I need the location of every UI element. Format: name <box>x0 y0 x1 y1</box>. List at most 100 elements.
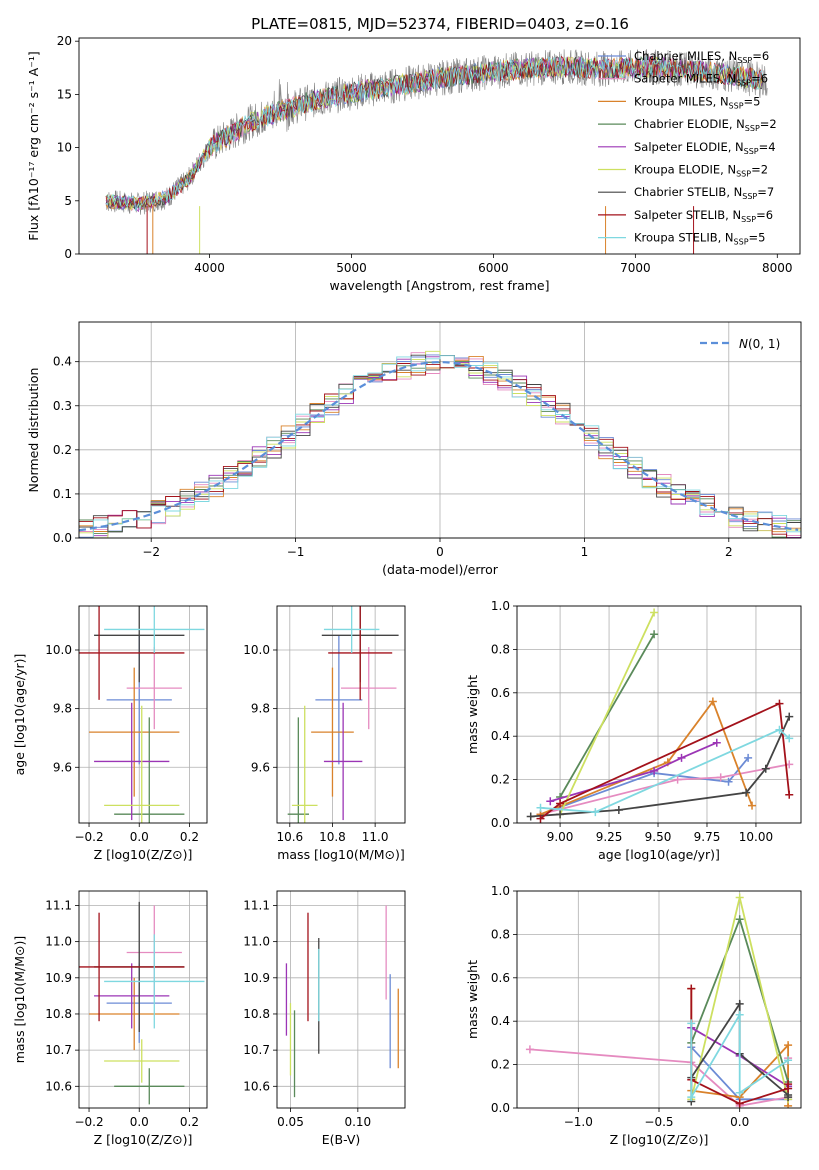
data-point <box>536 814 545 823</box>
legend-entry: Salpeter MILES, NSSP=6 <box>634 72 768 88</box>
y-tick-label: 10.0 <box>243 643 270 657</box>
x-tick-label: 9.50 <box>645 830 672 844</box>
legend-entry: Chabrier ELODIE, NSSP=2 <box>634 117 777 133</box>
axes-frame <box>78 321 802 539</box>
spectrum-legend: Chabrier MILES, NSSP=6 Salpeter MILES, NS… <box>598 49 777 247</box>
data-point <box>761 764 770 773</box>
data-point <box>735 1088 744 1097</box>
mass-weight-vs-age-axes: 9.00 9.25 9.50 9.75 10.00 0.0 0.2 0.4 0.6 0.8 1.0 a… <box>465 599 801 862</box>
errorbar-point <box>104 934 205 1029</box>
y-axis-label: Normed distribution <box>26 368 41 493</box>
spectrum-axes: 4000 5000 6000 7000 8000 0 5 10 15 20 wavelength [… <box>26 34 793 293</box>
x-tick-label: 9.25 <box>596 830 623 844</box>
errorbar-point <box>89 977 180 1051</box>
data-point <box>546 797 555 806</box>
x-tick-label: 4000 <box>194 261 225 275</box>
data-point <box>556 810 565 819</box>
data-point <box>712 738 721 747</box>
errorbar-point <box>94 606 185 683</box>
x-tick-label: −0.2 <box>74 830 103 844</box>
errorbar-point <box>104 1039 180 1083</box>
x-tick-label: −2 <box>142 545 160 559</box>
y-tick-label: 0.0 <box>491 816 510 830</box>
y-tick-label: 10.9 <box>243 971 270 985</box>
x-axis-label: Z [log10(Z/Z⊙)] <box>610 1132 709 1147</box>
errorbar-point <box>323 702 363 821</box>
residual-histogram <box>79 354 801 533</box>
errorbar-point <box>315 635 363 765</box>
y-tick-label: 5 <box>64 194 72 208</box>
y-tick-label: 0.4 <box>53 355 72 369</box>
errorbar-point <box>287 717 309 823</box>
y-tick-label: 10.8 <box>45 1007 72 1021</box>
mass-weight-series <box>687 1010 793 1102</box>
y-tick-label: 0 <box>64 247 72 261</box>
mass-vs-Z-axes: −0.2 0.0 0.2 10.6 10.7 10.8 10.9 11.0 11.1 Z [log… <box>12 891 207 1147</box>
y-axis-label: Flux [fλ10⁻¹⁷ erg cm⁻² s⁻¹ A⁻¹] <box>26 51 41 240</box>
gaussian-curve <box>78 360 799 532</box>
age-vs-mass-axes: 10.6 10.8 11.0 9.6 9.8 10.0 mass [log10(M/M⊙)] <box>243 606 405 862</box>
data-point <box>784 1093 793 1102</box>
y-tick-label: 10.0 <box>45 643 72 657</box>
y-tick-label: 11.1 <box>45 898 72 912</box>
data-point <box>556 799 565 808</box>
y-tick-label: 9.8 <box>53 702 72 716</box>
data-point <box>525 1045 534 1054</box>
x-tick-label: −1.0 <box>564 1115 593 1129</box>
data-point <box>784 1080 793 1089</box>
x-axis-label: E(B-V) <box>322 1132 361 1147</box>
data-point <box>673 775 682 784</box>
errorbar-point <box>341 647 397 730</box>
series-line <box>559 633 655 798</box>
x-tick-label: 0.10 <box>344 1115 371 1129</box>
x-tick-label: 0.0 <box>730 1115 749 1129</box>
y-tick-label: 0.2 <box>491 1058 510 1072</box>
y-tick-label: 10.7 <box>45 1043 72 1057</box>
legend-entry: Chabrier MILES, NSSP=6 <box>634 49 769 65</box>
mass-weight-series <box>536 699 794 823</box>
y-tick-label: 10.6 <box>45 1079 72 1093</box>
legend-entry: Kroupa STELIB, NSSP=5 <box>634 231 765 247</box>
x-tick-label: −0.2 <box>74 1115 103 1129</box>
y-axis-label: mass weight <box>465 960 480 1039</box>
errorbar-point <box>311 667 354 797</box>
y-tick-label: 0.4 <box>491 1014 510 1028</box>
legend-entry: Salpeter ELODIE, NSSP=4 <box>634 140 776 156</box>
residual-histogram <box>79 363 801 538</box>
data-point <box>785 712 794 721</box>
x-axis-label: (data-model)/error <box>382 562 499 577</box>
y-axis-label: mass [log10(M/M⊙)] <box>12 936 27 1064</box>
errorbar-point <box>126 647 182 730</box>
x-tick-label: 0.2 <box>180 1115 199 1129</box>
y-tick-label: 0.2 <box>491 773 510 787</box>
x-tick-label: 11.0 <box>362 830 389 844</box>
data-point <box>735 1010 744 1019</box>
data-point <box>536 803 545 812</box>
x-tick-label: 10.00 <box>739 830 773 844</box>
x-axis-label: Z [log10(Z/Z⊙)] <box>94 1132 193 1147</box>
model-spectrum <box>105 56 764 211</box>
x-tick-label: 9.75 <box>694 830 721 844</box>
errorbar-point <box>291 705 318 823</box>
residual-histogram <box>79 355 801 538</box>
errorbar-point <box>79 606 185 700</box>
y-tick-label: 0.6 <box>491 971 510 985</box>
axes-frame <box>276 605 406 824</box>
mass-weight-series <box>536 753 753 819</box>
y-tick-label: 11.0 <box>45 935 72 949</box>
legend-entry: N(0, 1) <box>739 337 780 351</box>
data-point <box>591 808 600 817</box>
errorbar-point <box>104 606 205 653</box>
errorbar-point <box>94 963 170 1029</box>
y-tick-label: 0.8 <box>491 927 510 941</box>
y-tick-label: 11.1 <box>243 898 270 912</box>
observed-spectrum <box>105 49 768 215</box>
y-tick-label: 10.6 <box>243 1079 270 1093</box>
y-tick-label: 10.9 <box>45 971 72 985</box>
data-point <box>735 893 744 902</box>
errorbar-point <box>104 705 180 823</box>
x-tick-label: −0.5 <box>644 1115 673 1129</box>
data-point <box>775 725 784 734</box>
x-tick-label: 0.0 <box>130 830 149 844</box>
